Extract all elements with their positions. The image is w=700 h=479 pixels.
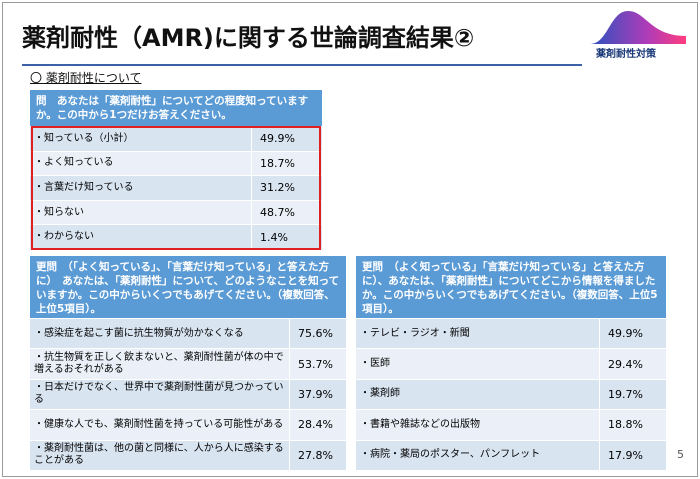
logo-wave bbox=[590, 11, 686, 44]
table-row: ・書籍や雑誌などの出版物 18.8% bbox=[356, 409, 666, 440]
row-value: 28.4% bbox=[298, 418, 333, 432]
survey-table: 更問 （「よく知っている」、「言葉だけ知っている」と答えた方に） あなたは、「薬… bbox=[30, 256, 346, 470]
row-label: ・感染症を起こす菌に抗生物質が効かなくなる bbox=[30, 319, 290, 349]
row-value: 27.8% bbox=[298, 448, 333, 462]
row-label: ・健康な人でも、薬剤耐性菌を持っている可能性がある bbox=[30, 410, 290, 440]
row-label: ・書籍や雑誌などの出版物 bbox=[356, 410, 600, 440]
row-label: ・薬剤師 bbox=[356, 379, 600, 410]
row-label: ・日本だけでなく、世界中で薬剤耐性菌が見つかっている bbox=[30, 379, 290, 410]
table-row: ・テレビ・ラジオ・新聞 49.9% bbox=[356, 318, 666, 349]
row-label: ・知らない bbox=[30, 200, 252, 225]
page-number: 5 bbox=[677, 448, 684, 461]
table-row: ・知っている（小計） 49.9% bbox=[30, 126, 322, 151]
highlight-box bbox=[31, 126, 321, 250]
row-value: 49.9% bbox=[608, 327, 643, 341]
table-row: ・言葉だけ知っている 31.2% bbox=[30, 175, 322, 200]
row-label: ・薬剤耐性菌は、他の菌と同様に、人から人に感染することがある bbox=[30, 440, 290, 470]
table-row: ・知らない 48.7% bbox=[30, 199, 322, 225]
table-row: ・薬剤耐性菌は、他の菌と同様に、人から人に感染することがある 27.8% bbox=[30, 439, 346, 470]
table-row: ・わからない 1.4% bbox=[30, 224, 322, 249]
row-value: 19.7% bbox=[608, 387, 643, 401]
logo-text: 薬剤耐性対策 bbox=[596, 49, 656, 60]
row-value: 49.9% bbox=[260, 132, 295, 146]
table-row: ・健康な人でも、薬剤耐性菌を持っている可能性がある 28.4% bbox=[30, 409, 346, 440]
row-value: 18.7% bbox=[260, 156, 295, 170]
table-body: ・知っている（小計） 49.9% ・よく知っている 18.7% ・言葉だけ知っている 31… bbox=[30, 126, 322, 249]
row-label: ・知っている（小計） bbox=[30, 127, 252, 151]
table-row: ・日本だけでなく、世界中で薬剤耐性菌が見つかっている 37.9% bbox=[30, 378, 346, 410]
question: 更問 （「よく知っている」、「言葉だけ知っている」と答えた方に） あなたは、「薬… bbox=[30, 256, 346, 318]
table-body: ・感染症を起こす菌に抗生物質が効かなくなる 75.6% ・抗生物質を正しく飲まないと… bbox=[30, 318, 346, 470]
title: 薬剤耐性（AMR)に関する世論調査結果② bbox=[22, 24, 475, 52]
row-value: 37.9% bbox=[298, 387, 333, 401]
question: 更問 （よく知っている」「言葉だけ知っている」と答えた方に）、あなたは、「薬剤耐… bbox=[356, 256, 666, 318]
row-value: 29.4% bbox=[608, 357, 643, 371]
table-row: ・抗生物質を正しく飲まないと、薬剤耐性菌が体の中で増えるおそれがある 53.7% bbox=[30, 348, 346, 379]
row-value: 18.8% bbox=[608, 418, 643, 432]
table-body: ・テレビ・ラジオ・新聞 49.9% ・医師 29.4% ・薬剤師 19.7% ・書籍や雑誌な… bbox=[356, 318, 666, 470]
question: 問 あなたは「薬剤耐性」についてどの程度知っていますか。この中から1つだけお答え… bbox=[30, 90, 322, 126]
table-row: ・薬剤師 19.7% bbox=[356, 378, 666, 410]
survey-table: 更問 （よく知っている」「言葉だけ知っている」と答えた方に）、あなたは、「薬剤耐… bbox=[356, 256, 666, 470]
row-label: ・よく知っている bbox=[30, 151, 252, 176]
table-row: ・よく知っている 18.7% bbox=[30, 150, 322, 176]
table-row: ・感染症を起こす菌に抗生物質が効かなくなる 75.6% bbox=[30, 318, 346, 349]
title-rule bbox=[22, 64, 582, 66]
row-label: ・言葉だけ知っている bbox=[30, 176, 252, 200]
row-label: ・病院・薬局のポスター、パンフレット bbox=[356, 440, 600, 470]
row-value: 17.9% bbox=[608, 448, 643, 462]
table-row: ・病院・薬局のポスター、パンフレット 17.9% bbox=[356, 439, 666, 470]
row-label: ・医師 bbox=[356, 349, 600, 379]
row-value: 48.7% bbox=[260, 206, 295, 220]
row-value: 1.4% bbox=[260, 230, 288, 244]
row-value: 75.6% bbox=[298, 327, 333, 341]
survey-table: 問 あなたは「薬剤耐性」についてどの程度知っていますか。この中から1つだけお答え… bbox=[30, 90, 322, 249]
row-label: ・テレビ・ラジオ・新聞 bbox=[356, 319, 600, 349]
section-title: 〇 薬剤耐性について bbox=[30, 71, 142, 85]
row-value: 31.2% bbox=[260, 181, 295, 195]
table-row: ・医師 29.4% bbox=[356, 348, 666, 379]
row-value: 53.7% bbox=[298, 357, 333, 371]
logo bbox=[590, 11, 686, 44]
row-label: ・抗生物質を正しく飲まないと、薬剤耐性菌が体の中で増えるおそれがある bbox=[30, 349, 290, 379]
row-label: ・わからない bbox=[30, 225, 252, 249]
